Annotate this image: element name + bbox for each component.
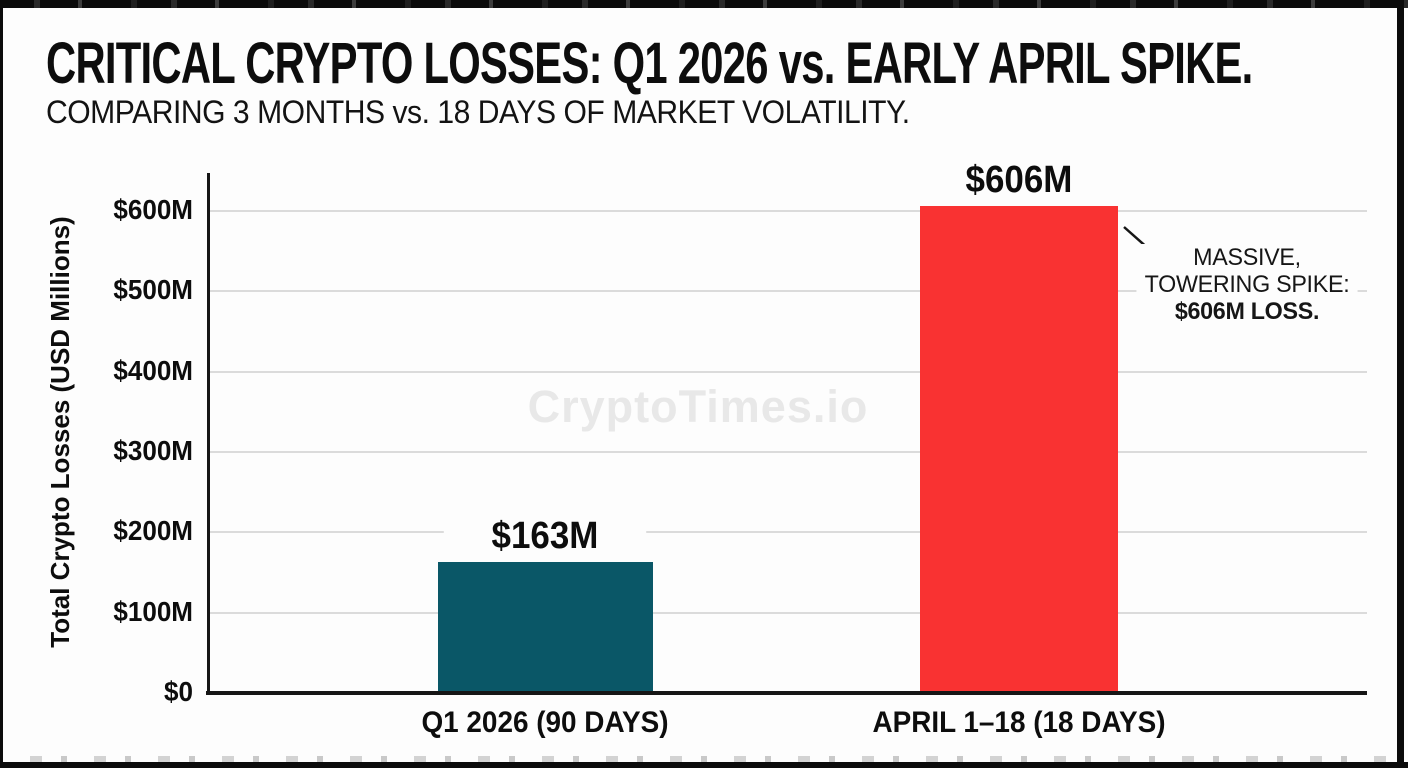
top-edge-artifact <box>0 0 1408 8</box>
y-tick-label: $400M <box>113 354 193 386</box>
gridline-200 <box>210 531 1367 534</box>
gridline-400 <box>210 370 1367 373</box>
annotation-line-3: $606M LOSS. <box>1174 298 1320 325</box>
y-tick-label: $500M <box>113 274 193 306</box>
y-tick-label: $600M <box>113 194 193 225</box>
y-tick-label: $100M <box>113 595 193 627</box>
gridline-600 <box>210 210 1367 212</box>
spike-annotation: MASSIVE, TOWERING SPIKE: $606M LOSS. <box>1123 226 1361 325</box>
gridline-100 <box>210 611 1367 614</box>
chart-title: CRITICAL CRYPTO LOSSES: Q1 2026 vs. EARL… <box>46 31 1253 96</box>
annotation-line-2: TOWERING SPIKE: <box>1144 271 1350 298</box>
left-border <box>0 0 3 768</box>
annotation-line-1: MASSIVE, <box>1193 244 1301 271</box>
x-axis-line <box>206 691 1367 695</box>
gridline-300 <box>210 451 1367 453</box>
bottom-edge-artifact <box>3 756 1397 762</box>
x-category-label: APRIL 1–18 (18 DAYS) <box>872 706 1166 739</box>
y-tick-label: $200M <box>113 515 193 547</box>
right-border <box>1397 0 1404 768</box>
watermark: CryptoTimes.io <box>527 381 869 432</box>
bar-value-label: $163M <box>443 515 647 559</box>
bar-value-label: $606M <box>917 159 1121 203</box>
bar-q1-2026 <box>437 562 653 693</box>
x-category-label: Q1 2026 (90 DAYS) <box>421 706 669 739</box>
y-tick-label: $300M <box>113 435 193 466</box>
y-tick-label: $0 <box>164 676 193 707</box>
chart-subtitle: COMPARING 3 MONTHS vs. 18 DAYS OF MARKET… <box>46 94 910 130</box>
bar-april-spike <box>920 206 1118 693</box>
y-axis-line <box>207 173 210 695</box>
bottom-border <box>0 762 1408 768</box>
gridline-500 <box>210 290 1367 293</box>
